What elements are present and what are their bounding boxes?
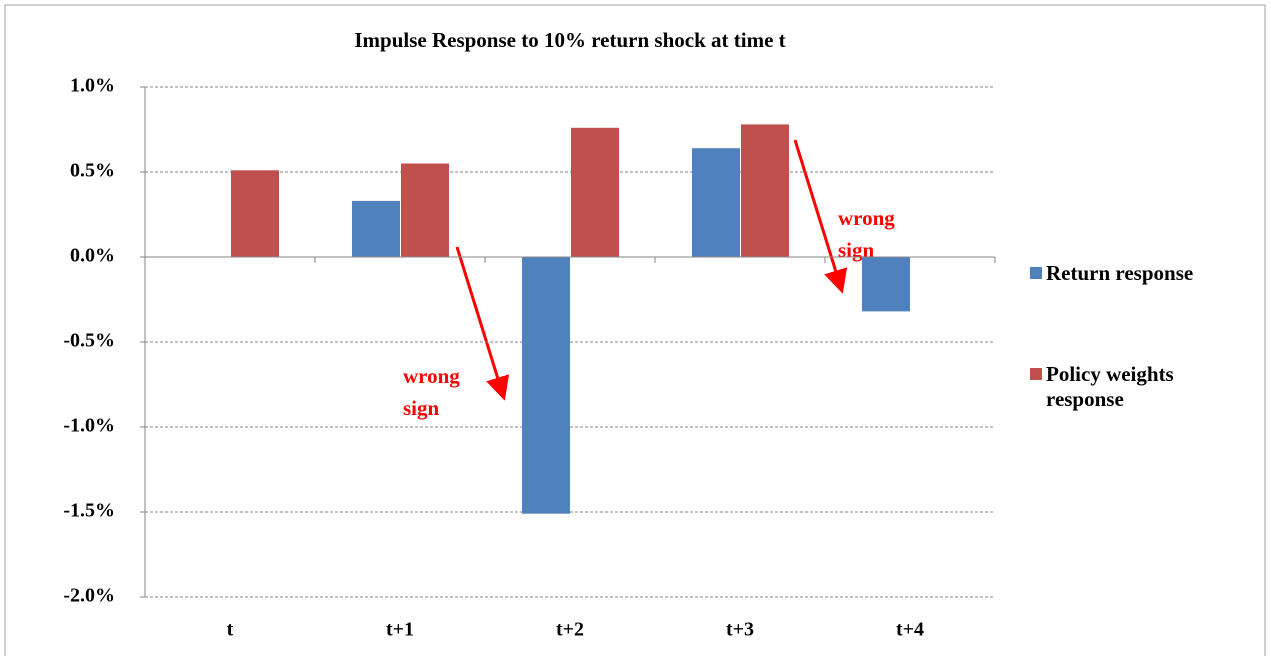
chart-title: Impulse Response to 10% return shock at …: [354, 28, 785, 52]
y-tick-label: 1.0%: [70, 75, 115, 97]
bar: [741, 124, 789, 258]
arrow: [793, 139, 848, 294]
annotation: wrong: [403, 364, 460, 388]
legend-item: Return response: [1030, 261, 1246, 286]
annotation: sign: [403, 396, 440, 420]
y-tick-label: 0.5%: [70, 160, 115, 182]
arrow: [455, 246, 510, 401]
y-tick-label: -1.0%: [63, 415, 115, 437]
bar: [862, 257, 910, 312]
x-tick-label: t+1: [386, 619, 414, 641]
chart-border: [4, 4, 1266, 656]
legend-label: Return response: [1046, 261, 1194, 285]
x-tick-label: t+4: [896, 619, 924, 641]
x-tick-label: t: [227, 619, 234, 641]
x-tick-label: t+2: [556, 619, 584, 641]
y-tick-label: 0.0%: [70, 245, 115, 267]
bar: [352, 200, 400, 257]
legend-label: Policy weights response: [1046, 362, 1174, 411]
legend-swatch: [1030, 368, 1042, 380]
legend-swatch: [1030, 267, 1042, 279]
bar: [231, 170, 279, 257]
bar: [571, 127, 619, 257]
x-tick-label: t+3: [726, 619, 754, 641]
legend-item: Policy weights response: [1030, 362, 1236, 412]
y-tick-label: -1.5%: [63, 500, 115, 522]
y-tick-label: -2.0%: [63, 585, 115, 607]
bar: [522, 257, 570, 514]
bar: [401, 163, 449, 257]
bar: [692, 148, 740, 257]
annotation: wrong: [838, 206, 895, 230]
y-tick-label: -0.5%: [63, 330, 115, 352]
